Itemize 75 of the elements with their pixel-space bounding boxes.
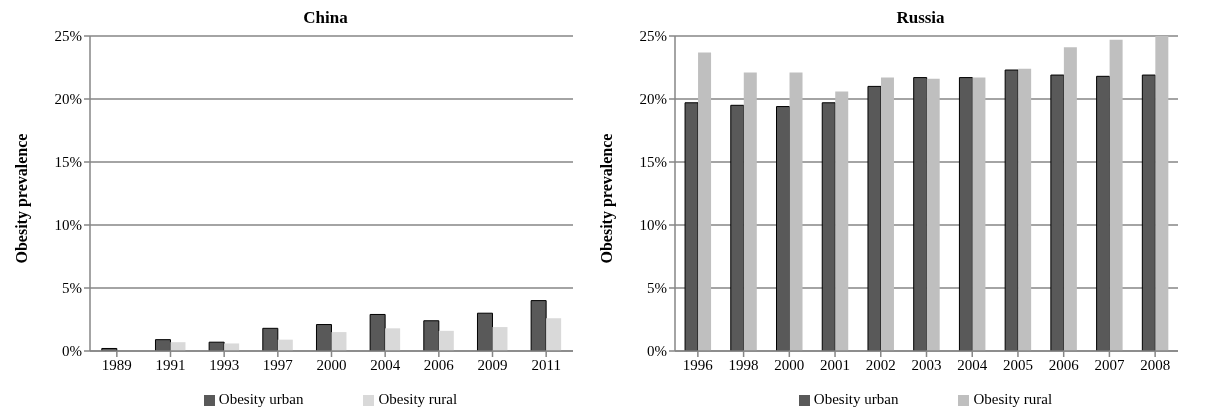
bar	[867, 85, 882, 351]
bar	[789, 72, 803, 351]
bar	[476, 312, 493, 351]
bar	[1050, 74, 1065, 351]
bar	[913, 77, 928, 351]
bar	[958, 77, 973, 351]
chart-title: China	[302, 8, 349, 28]
bar	[698, 52, 712, 351]
bar	[835, 91, 849, 351]
y-axis-title: Obesity prevalence	[597, 133, 616, 264]
bar	[385, 328, 401, 351]
y-tick-label: 5%	[647, 280, 667, 297]
x-tick-label: 1997	[262, 356, 294, 373]
y-tick-label: 10%	[54, 217, 82, 234]
x-tick-label: 2006	[1048, 356, 1080, 373]
bar	[880, 77, 894, 351]
bar	[1155, 36, 1169, 351]
bar	[530, 300, 547, 351]
bar	[1018, 68, 1032, 351]
x-tick-label: 1991	[155, 356, 186, 373]
bar	[926, 78, 940, 351]
bar	[224, 343, 240, 351]
y-tick-label: 5%	[62, 280, 82, 297]
bar	[262, 327, 279, 351]
y-tick-label: 10%	[639, 217, 667, 234]
x-tick-label: 2007	[1094, 356, 1125, 373]
x-tick-label: 1998	[728, 356, 759, 373]
x-tick-label: 2006	[423, 356, 455, 373]
x-tick-label: 2008	[1140, 356, 1171, 373]
x-tick-label: 2000	[774, 356, 805, 373]
legend-label: Obesity rural	[378, 391, 458, 407]
bar	[1141, 74, 1156, 351]
bar	[730, 104, 745, 351]
x-tick-label: 2009	[477, 356, 508, 373]
bar	[315, 324, 332, 351]
legend-label: Obesity urban	[218, 391, 304, 407]
bar	[546, 318, 562, 351]
y-tick-label: 20%	[639, 91, 667, 108]
legend-label: Obesity urban	[813, 391, 899, 407]
x-tick-label: 2000	[316, 356, 347, 373]
y-tick-label: 25%	[639, 28, 667, 45]
x-tick-label: 1993	[209, 356, 240, 373]
y-axis-title: Obesity prevalence	[12, 133, 31, 264]
bar	[492, 327, 508, 351]
bar	[1063, 47, 1077, 351]
bar	[776, 106, 791, 351]
bar	[1004, 69, 1019, 351]
x-tick-label: 1996	[682, 356, 714, 373]
x-tick-label: 2004	[957, 356, 988, 373]
x-tick-label: 2003	[911, 356, 942, 373]
bar	[743, 72, 757, 351]
bar	[331, 332, 347, 351]
bar	[438, 330, 454, 351]
y-tick-label: 15%	[54, 154, 82, 171]
y-tick-label: 0%	[647, 343, 667, 360]
bar	[170, 342, 186, 351]
legend-label: Obesity rural	[973, 391, 1053, 407]
bar	[821, 102, 836, 351]
y-tick-label: 20%	[54, 91, 82, 108]
bar	[1109, 39, 1123, 351]
x-tick-label: 2011	[531, 356, 561, 373]
bar	[972, 77, 986, 351]
bar	[369, 313, 386, 351]
x-tick-label: 2004	[370, 356, 401, 373]
y-tick-label: 25%	[54, 28, 82, 45]
y-tick-label: 0%	[62, 343, 82, 360]
bar	[1096, 75, 1111, 351]
x-tick-label: 2002	[865, 356, 896, 373]
x-tick-label: 2001	[820, 356, 851, 373]
x-tick-label: 1989	[101, 356, 132, 373]
chart-title: Russia	[895, 8, 946, 28]
bar	[684, 102, 699, 351]
bar	[423, 320, 440, 351]
x-tick-label: 2005	[1002, 356, 1033, 373]
y-tick-label: 15%	[639, 154, 667, 171]
